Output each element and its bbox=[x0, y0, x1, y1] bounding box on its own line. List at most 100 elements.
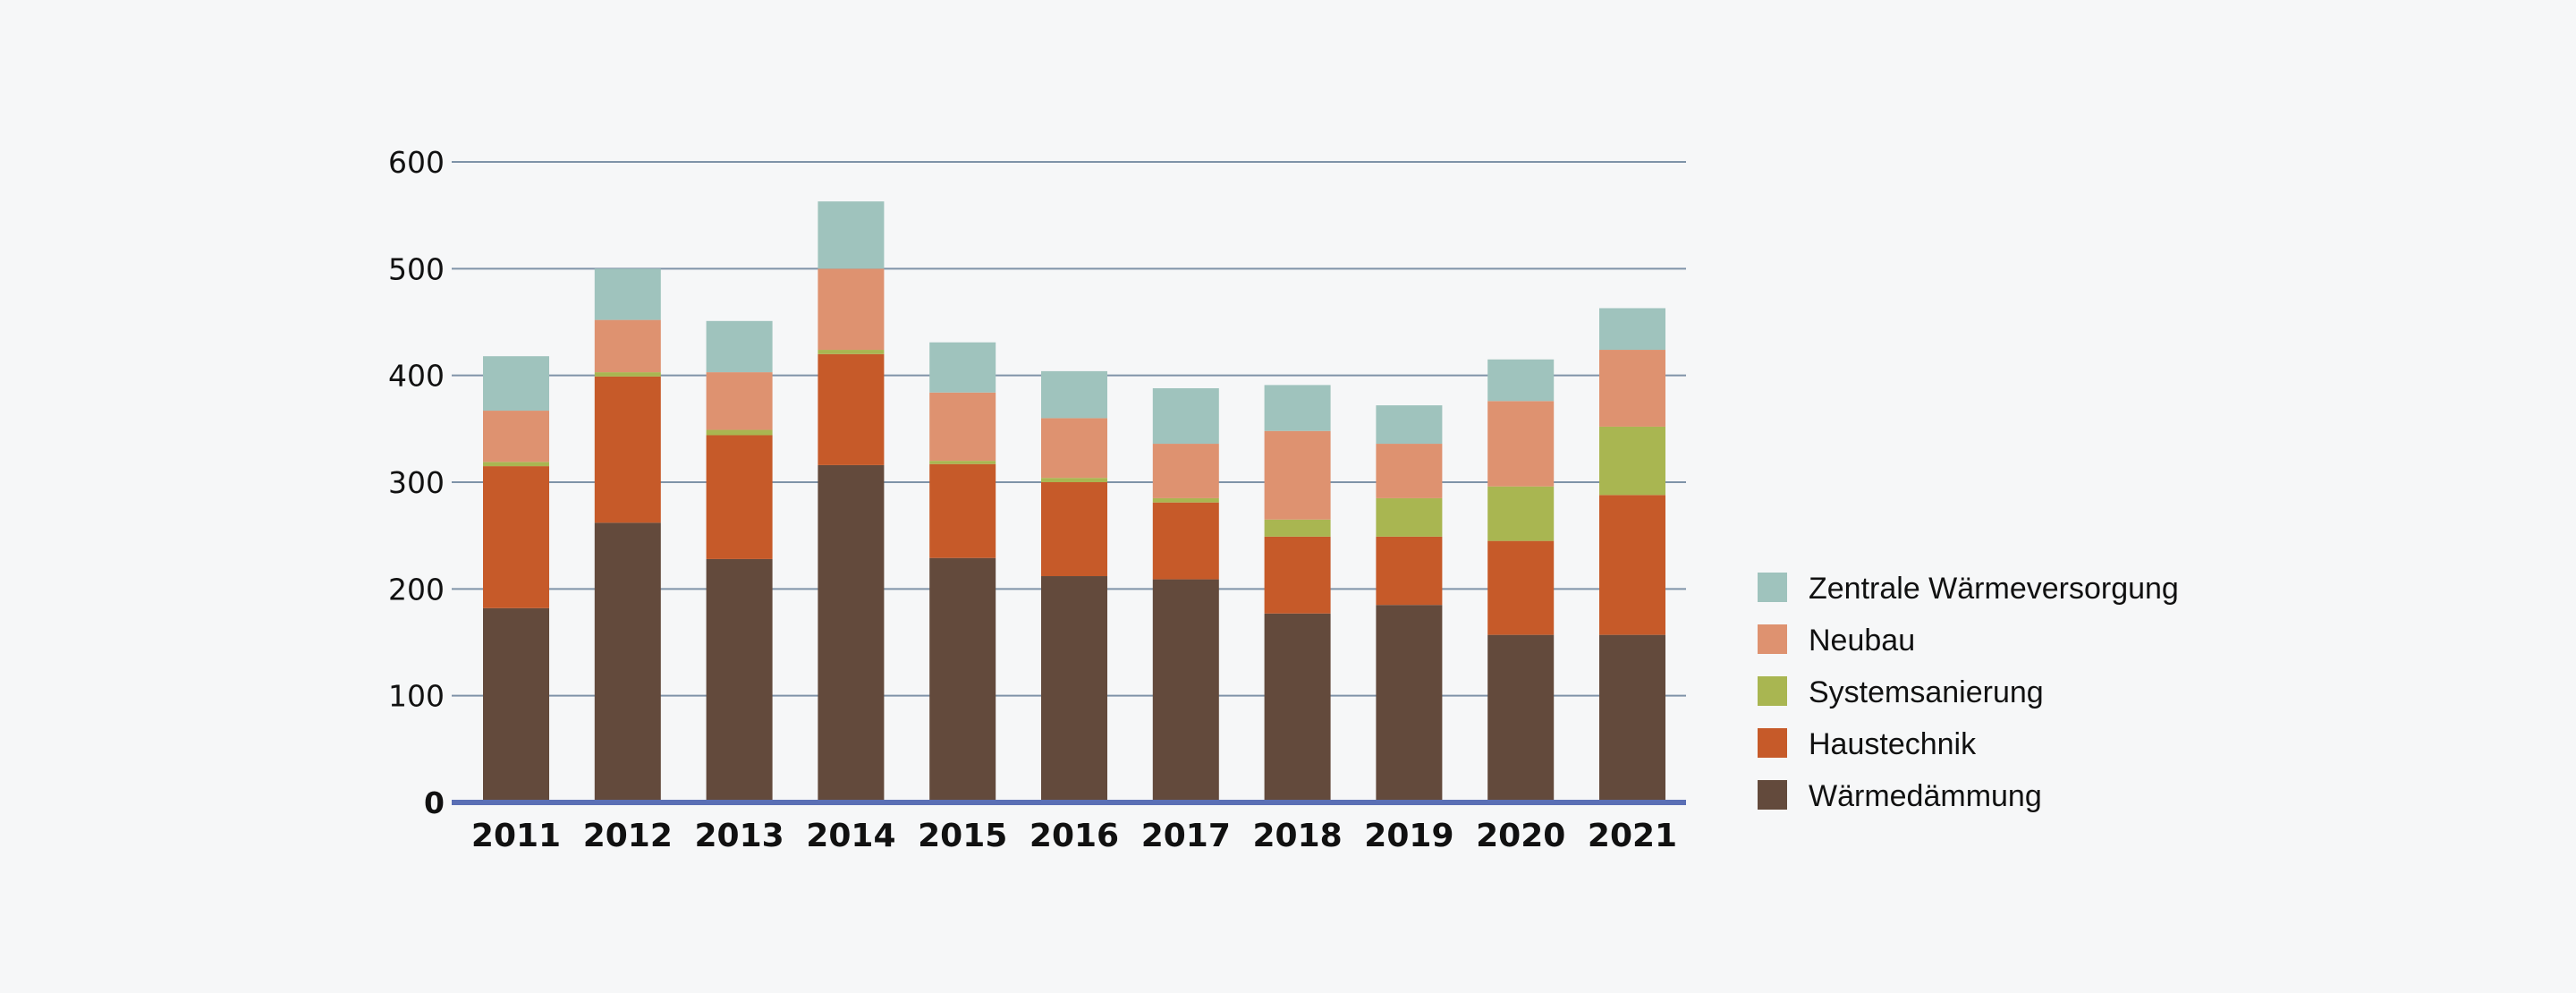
bar-segment-wärmedämmung-2013 bbox=[706, 558, 773, 802]
bar-segment-zentrale-wärmeversorgung-2019 bbox=[1376, 405, 1443, 445]
bar-segment-haustechnik-2012 bbox=[594, 376, 661, 523]
bar-segment-wärmedämmung-2016 bbox=[1041, 576, 1107, 802]
bar-segment-wärmedämmung-2011 bbox=[483, 607, 549, 802]
bar-segment-haustechnik-2013 bbox=[706, 435, 773, 559]
legend-swatch bbox=[1758, 780, 1787, 810]
legend-item: Neubau bbox=[1758, 624, 1915, 658]
legend-label: Haustechnik bbox=[1809, 727, 1977, 761]
bar-stack-2019 bbox=[1376, 405, 1443, 802]
bar-segment-neubau-2021 bbox=[1599, 350, 1665, 427]
bar-segment-systemsanierung-2011 bbox=[483, 462, 549, 467]
bar-segment-zentrale-wärmeversorgung-2016 bbox=[1041, 370, 1107, 419]
bar-segment-haustechnik-2020 bbox=[1487, 540, 1555, 635]
y-tick-label: 500 bbox=[388, 251, 445, 286]
bar-segment-zentrale-wärmeversorgung-2014 bbox=[818, 201, 885, 269]
bar-stack-2012 bbox=[594, 268, 661, 802]
bar-segment-neubau-2013 bbox=[706, 372, 773, 430]
y-tick-label: 100 bbox=[388, 679, 445, 714]
x-tick-label: 2020 bbox=[1476, 818, 1565, 854]
bar-segment-zentrale-wärmeversorgung-2018 bbox=[1264, 385, 1331, 431]
y-tick-label: 400 bbox=[388, 359, 445, 394]
bar-segment-systemsanierung-2018 bbox=[1264, 519, 1331, 537]
x-tick-label: 2013 bbox=[694, 818, 784, 854]
bar-segment-haustechnik-2015 bbox=[929, 463, 996, 558]
bar-stack-2018 bbox=[1264, 385, 1331, 802]
bar-segment-haustechnik-2017 bbox=[1152, 502, 1219, 580]
x-tick-label: 2019 bbox=[1364, 818, 1453, 854]
legend-swatch bbox=[1758, 676, 1787, 706]
bar-segment-zentrale-wärmeversorgung-2013 bbox=[706, 320, 773, 373]
bar-segment-zentrale-wärmeversorgung-2011 bbox=[483, 356, 549, 412]
bar-segment-haustechnik-2014 bbox=[818, 353, 885, 465]
bar-stack-2011 bbox=[483, 356, 549, 802]
bar-stack-2013 bbox=[706, 320, 773, 802]
bar-segment-systemsanierung-2017 bbox=[1152, 497, 1219, 503]
legend-swatch bbox=[1758, 728, 1787, 758]
bar-stack-2014 bbox=[818, 201, 885, 802]
bar-segment-wärmedämmung-2021 bbox=[1599, 634, 1665, 802]
legend-label: Systemsanierung bbox=[1809, 675, 2044, 709]
bar-segment-zentrale-wärmeversorgung-2017 bbox=[1152, 387, 1219, 445]
x-tick-label: 2011 bbox=[471, 818, 561, 854]
bar-segment-systemsanierung-2015 bbox=[929, 461, 996, 464]
x-tick-label: 2014 bbox=[806, 818, 895, 854]
y-tick-label: 300 bbox=[388, 465, 445, 500]
bar-segment-systemsanierung-2013 bbox=[706, 429, 773, 436]
legend-item: Haustechnik bbox=[1758, 727, 1977, 761]
x-axis-ticks: 2011 2012 2013 2014 2015 2016 2017 2018 2019 2020… bbox=[471, 818, 1677, 854]
legend-item: Wärmedämmung bbox=[1758, 779, 2042, 813]
bar-segment-zentrale-wärmeversorgung-2021 bbox=[1599, 308, 1665, 351]
y-tick-label: 0 bbox=[424, 785, 445, 820]
bars bbox=[483, 201, 1665, 802]
bar-segment-neubau-2018 bbox=[1264, 430, 1331, 520]
bar-segment-neubau-2016 bbox=[1041, 418, 1107, 479]
legend-label: Neubau bbox=[1809, 624, 1915, 658]
bar-segment-neubau-2014 bbox=[818, 268, 885, 351]
bar-segment-systemsanierung-2014 bbox=[818, 350, 885, 354]
bar-segment-systemsanierung-2012 bbox=[594, 372, 661, 377]
legend-item: Zentrale Wärmeversorgung bbox=[1758, 572, 2179, 606]
bar-segment-haustechnik-2016 bbox=[1041, 482, 1107, 577]
x-tick-label: 2017 bbox=[1141, 818, 1231, 854]
legend-label: Wärmedämmung bbox=[1809, 779, 2042, 813]
bar-segment-wärmedämmung-2020 bbox=[1487, 634, 1555, 802]
y-tick-label: 600 bbox=[388, 145, 445, 180]
bar-stack-2020 bbox=[1487, 359, 1555, 802]
bar-segment-haustechnik-2021 bbox=[1599, 495, 1665, 635]
bar-segment-wärmedämmung-2015 bbox=[929, 557, 996, 802]
bar-stack-2015 bbox=[929, 342, 996, 802]
x-tick-label: 2021 bbox=[1588, 818, 1677, 854]
bar-stack-2021 bbox=[1599, 308, 1665, 802]
bar-segment-wärmedämmung-2012 bbox=[594, 522, 661, 802]
bar-segment-wärmedämmung-2019 bbox=[1376, 605, 1443, 802]
bar-segment-wärmedämmung-2018 bbox=[1264, 613, 1331, 802]
bar-segment-systemsanierung-2016 bbox=[1041, 478, 1107, 482]
x-tick-label: 2018 bbox=[1252, 818, 1342, 854]
y-tick-label: 200 bbox=[388, 572, 445, 607]
bar-segment-neubau-2011 bbox=[483, 411, 549, 463]
bar-segment-wärmedämmung-2017 bbox=[1152, 579, 1219, 802]
x-tick-label: 2015 bbox=[918, 818, 1007, 854]
bar-segment-zentrale-wärmeversorgung-2015 bbox=[929, 342, 996, 393]
bar-segment-haustechnik-2019 bbox=[1376, 536, 1443, 606]
y-axis-ticks: 0 100 200 300 400 500 600 bbox=[388, 145, 445, 820]
bar-segment-haustechnik-2011 bbox=[483, 466, 549, 608]
bar-stack-2017 bbox=[1152, 387, 1219, 802]
legend-swatch bbox=[1758, 573, 1787, 602]
bar-segment-haustechnik-2018 bbox=[1264, 536, 1331, 614]
bar-segment-neubau-2019 bbox=[1376, 444, 1443, 498]
legend-label: Zentrale Wärmeversorgung bbox=[1809, 572, 2179, 606]
bar-segment-systemsanierung-2020 bbox=[1487, 486, 1555, 541]
bar-segment-neubau-2017 bbox=[1152, 444, 1219, 498]
bar-segment-zentrale-wärmeversorgung-2020 bbox=[1487, 359, 1555, 402]
legend-item: Systemsanierung bbox=[1758, 675, 2044, 709]
bar-segment-wärmedämmung-2014 bbox=[818, 464, 885, 802]
bar-segment-neubau-2012 bbox=[594, 319, 661, 373]
bar-segment-systemsanierung-2021 bbox=[1599, 426, 1665, 496]
bar-stack-2016 bbox=[1041, 370, 1107, 802]
bar-segment-systemsanierung-2019 bbox=[1376, 497, 1443, 537]
bar-segment-neubau-2015 bbox=[929, 392, 996, 462]
x-tick-label: 2016 bbox=[1030, 818, 1119, 854]
x-tick-label: 2012 bbox=[583, 818, 673, 854]
